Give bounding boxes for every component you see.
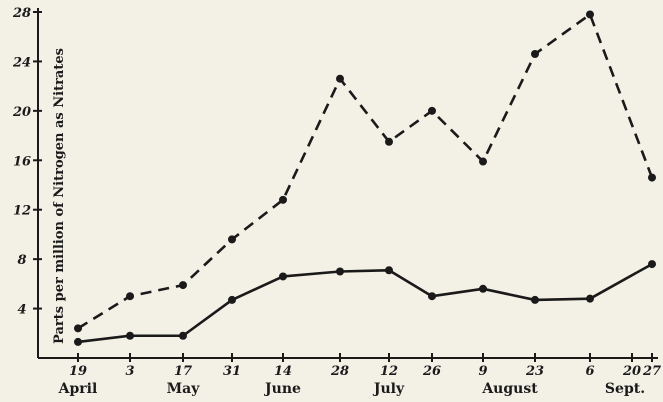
- solid-series-point: [126, 331, 134, 340]
- dashed-series-point: [336, 74, 344, 83]
- solid-series-point: [428, 292, 436, 301]
- dashed-series-point: [179, 281, 187, 290]
- y-tick-label: 20: [12, 105, 31, 120]
- x-tick-label: 28: [330, 364, 349, 379]
- x-axis-ticks: 19 3 17 31 14 28 12 26 9 23 6 20 27: [69, 353, 661, 379]
- dashed-series-point: [126, 292, 134, 301]
- x-tick-label: 23: [525, 364, 544, 379]
- solid-series-line: [77, 262, 653, 344]
- x-tick-label: 14: [274, 364, 292, 379]
- month-label: August: [481, 381, 538, 397]
- y-tick-label: 24: [12, 55, 31, 70]
- solid-series-point: [385, 266, 393, 275]
- x-tick-label: 6: [585, 364, 594, 379]
- dashed-series-point: [74, 324, 82, 333]
- dashed-series-point: [648, 173, 656, 182]
- month-labels: April May June July August Sept.: [58, 381, 645, 397]
- dashed-series-point: [385, 137, 393, 146]
- x-tick-label: 27: [642, 364, 661, 379]
- x-tick-label: 12: [380, 364, 398, 379]
- solid-series-point: [531, 295, 539, 304]
- x-tick-label: 31: [223, 364, 241, 379]
- y-axis-label: Parts per million of Nitrogen as Nitrate…: [52, 48, 67, 344]
- y-tick-label: 28: [12, 6, 31, 21]
- dashed-series-point: [279, 195, 287, 204]
- x-tick-label: 19: [69, 364, 87, 379]
- dashed-series-point: [479, 157, 487, 166]
- x-tick-label: 9: [478, 364, 487, 379]
- dashed-series-point: [228, 235, 236, 244]
- y-tick-label: 8: [17, 253, 26, 268]
- y-tick-label: 12: [13, 204, 31, 219]
- y-tick-label: 4: [17, 303, 26, 318]
- solid-series-point: [179, 331, 187, 340]
- series-group: [74, 10, 656, 346]
- x-tick-label: 20: [622, 364, 641, 379]
- dashed-series-line: [77, 13, 654, 330]
- solid-series-point: [74, 337, 82, 346]
- axes: [37, 8, 658, 359]
- solid-series-point: [336, 267, 344, 276]
- dashed-series-point: [586, 10, 594, 19]
- y-tick-label: 16: [13, 154, 31, 169]
- solid-series-point: [479, 284, 487, 293]
- month-label: June: [263, 381, 301, 397]
- y-axis-ticks: 4 8 12 16 20 24 28: [12, 6, 42, 318]
- x-tick-label: 17: [174, 364, 192, 379]
- solid-series-point: [586, 294, 594, 303]
- month-label: May: [167, 381, 201, 397]
- solid-series-point: [648, 260, 656, 269]
- solid-series-point: [279, 272, 287, 281]
- x-tick-label: 26: [422, 364, 441, 379]
- dashed-series-point: [531, 50, 539, 59]
- solid-series-point: [228, 295, 236, 304]
- x-tick-label: 3: [125, 364, 134, 379]
- month-label: July: [372, 381, 405, 397]
- month-label: Sept.: [605, 381, 645, 397]
- dashed-series-point: [428, 106, 436, 115]
- month-label: April: [58, 381, 98, 397]
